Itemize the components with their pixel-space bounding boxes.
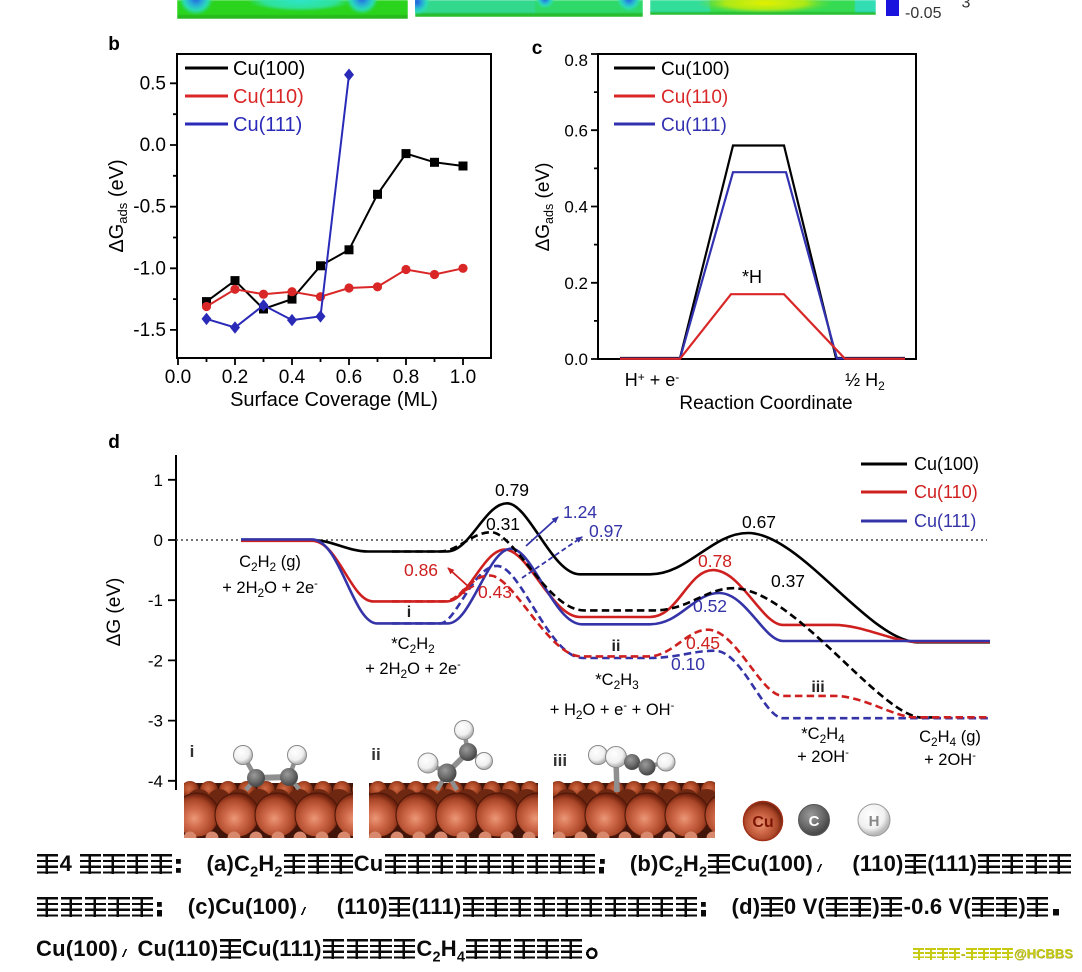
- svg-text:ΔG (eV): ΔG (eV): [104, 578, 125, 647]
- svg-text:½ H2: ½ H2: [845, 370, 885, 393]
- svg-text:Cu(100): Cu(100): [914, 454, 979, 474]
- svg-text:*H: *H: [742, 267, 762, 287]
- svg-text:Cu: Cu: [752, 814, 773, 831]
- svg-text:H: H: [869, 813, 880, 830]
- svg-text:-3: -3: [148, 712, 163, 731]
- svg-text:b: b: [108, 34, 120, 55]
- svg-text:C: C: [809, 813, 820, 830]
- svg-text:Reaction Coordinate: Reaction Coordinate: [679, 393, 852, 414]
- svg-text:1.24: 1.24: [563, 502, 597, 522]
- svg-text:iii: iii: [811, 679, 824, 696]
- svg-text:Cu(100): Cu(100): [233, 58, 305, 80]
- svg-text:0.79: 0.79: [495, 480, 529, 500]
- svg-text:0.8: 0.8: [393, 367, 419, 388]
- svg-text:0.4: 0.4: [279, 367, 306, 388]
- svg-text:0.52: 0.52: [693, 596, 727, 616]
- svg-text:Cu(111): Cu(111): [233, 114, 302, 136]
- svg-text:-1.5: -1.5: [133, 320, 166, 341]
- svg-text:-1: -1: [148, 591, 163, 610]
- svg-text:ΔGads (eV): ΔGads (eV): [533, 163, 556, 252]
- svg-text:C2H2 (g): C2H2 (g): [239, 553, 301, 574]
- svg-text:0.0: 0.0: [564, 350, 588, 369]
- svg-text:-4: -4: [148, 772, 163, 791]
- svg-text:Cu(111): Cu(111): [914, 511, 976, 531]
- svg-text:0.86: 0.86: [404, 560, 438, 580]
- svg-text:ΔGads (eV): ΔGads (eV): [106, 159, 130, 252]
- svg-text:i: i: [407, 604, 411, 621]
- svg-text:+ 2OH-: + 2OH-: [924, 750, 976, 769]
- svg-text:0.37: 0.37: [771, 571, 805, 591]
- svg-text:*C2H3: *C2H3: [595, 671, 639, 692]
- svg-text:1.0: 1.0: [450, 367, 476, 388]
- svg-text:d: d: [108, 432, 120, 453]
- svg-text:+ 2H2O + 2e-: + 2H2O + 2e-: [365, 659, 461, 681]
- svg-text:-1.0: -1.0: [133, 258, 166, 279]
- svg-text:0.0: 0.0: [140, 135, 166, 156]
- svg-text:0: 0: [154, 531, 163, 550]
- svg-text:0.2: 0.2: [564, 274, 588, 293]
- svg-text:0.2: 0.2: [222, 367, 248, 388]
- svg-text:-0.5: -0.5: [133, 197, 166, 218]
- svg-text:ii: ii: [371, 745, 380, 764]
- svg-text:C2H4 (g): C2H4 (g): [919, 728, 981, 749]
- svg-text:i: i: [190, 742, 195, 761]
- svg-text:3: 3: [962, 0, 971, 12]
- svg-text:0.31: 0.31: [486, 514, 520, 534]
- svg-text:0.97: 0.97: [589, 521, 623, 541]
- svg-text:0.43: 0.43: [478, 582, 512, 602]
- svg-text:H+ + e-: H+ + e-: [625, 370, 680, 390]
- svg-text:Cu(111): Cu(111): [661, 115, 727, 136]
- svg-text:*C2H2: *C2H2: [391, 635, 435, 656]
- svg-text:+ 2H2O + 2e-: + 2H2O + 2e-: [222, 578, 318, 600]
- svg-text:0.45: 0.45: [686, 633, 720, 653]
- svg-text:-0.05: -0.05: [905, 5, 942, 22]
- svg-text:iii: iii: [553, 751, 567, 770]
- svg-text:0.0: 0.0: [165, 367, 191, 388]
- svg-text:c: c: [532, 38, 543, 59]
- svg-text:Surface Coverage (ML): Surface Coverage (ML): [230, 389, 438, 411]
- svg-text:0.8: 0.8: [564, 51, 588, 70]
- svg-text:Cu(110): Cu(110): [661, 87, 728, 108]
- svg-text:+ 2OH-: + 2OH-: [797, 747, 849, 766]
- svg-text:Cu(100): Cu(100): [661, 59, 730, 80]
- svg-text:*C2H4: *C2H4: [801, 725, 845, 746]
- svg-text:0.78: 0.78: [698, 551, 732, 571]
- svg-text:1: 1: [154, 471, 163, 490]
- svg-text:0.6: 0.6: [336, 367, 362, 388]
- svg-text:-2: -2: [148, 651, 163, 670]
- svg-text:ii: ii: [612, 638, 621, 655]
- svg-text:0.10: 0.10: [671, 654, 705, 674]
- svg-text:0.67: 0.67: [742, 512, 776, 532]
- svg-text:0.5: 0.5: [140, 73, 166, 94]
- svg-text:0.6: 0.6: [564, 121, 588, 140]
- svg-text:0.4: 0.4: [564, 198, 588, 217]
- svg-text:Cu(110): Cu(110): [233, 86, 304, 108]
- svg-text:+ H2O + e- + OH-: + H2O + e- + OH-: [550, 700, 675, 722]
- svg-text:Cu(110): Cu(110): [914, 482, 978, 502]
